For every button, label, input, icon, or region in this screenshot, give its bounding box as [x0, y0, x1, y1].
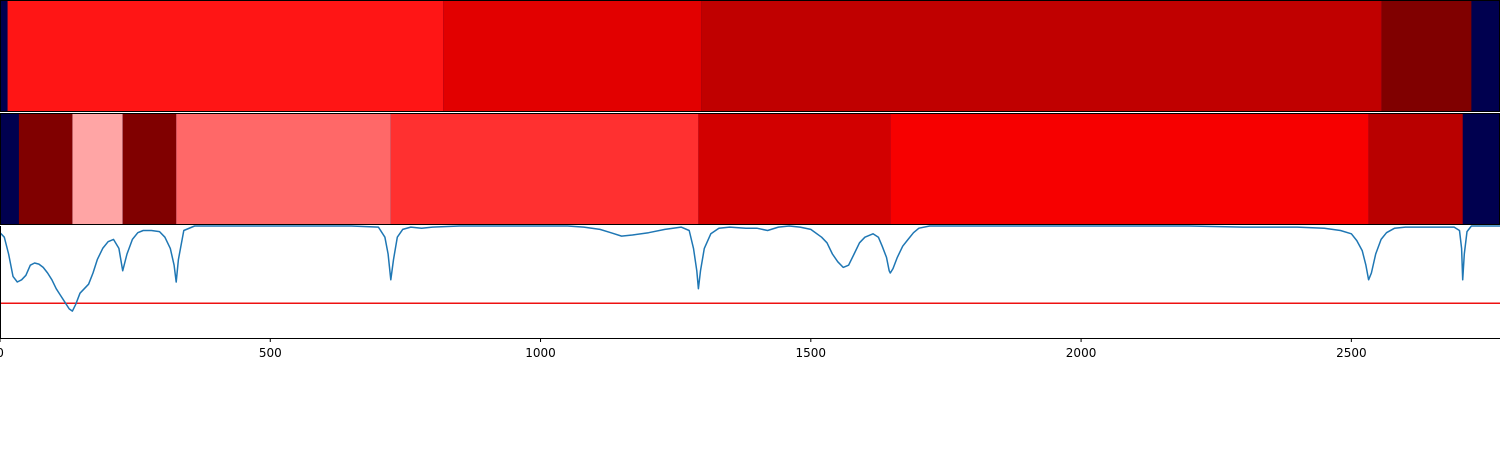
x-tick-label-1000: 1000 [525, 346, 556, 360]
strip-segment-0 [18, 113, 73, 225]
strip-segment-4 [390, 113, 699, 225]
strip-segment-1 [443, 0, 702, 112]
line-panel-background [0, 226, 1500, 338]
strip-segment-5 [698, 113, 891, 225]
line-panel [0, 225, 1500, 339]
x-axis: 0 500 1000 1500 2000 2500 [0, 338, 1367, 360]
strip-top [0, 0, 1500, 112]
strip-segment-3 [1381, 0, 1472, 112]
x-tick-label-0: 0 [0, 346, 4, 360]
strip-segment-3 [176, 113, 391, 225]
x-tick-label-1500: 1500 [796, 346, 827, 360]
x-tick-label-2000: 2000 [1066, 346, 1097, 360]
strip-bottom [0, 113, 1500, 225]
strip-segment-2 [701, 0, 1382, 112]
strip-segment-6 [890, 113, 1369, 225]
strip-segment-1 [72, 113, 123, 225]
x-tick-label-2500: 2500 [1336, 346, 1367, 360]
strip-segment-0 [7, 0, 444, 112]
x-tick-label-500: 500 [259, 346, 282, 360]
strip-segment-7 [1368, 113, 1463, 225]
signal-line-0 [0, 225, 1500, 312]
strip-segment-2 [122, 113, 177, 225]
